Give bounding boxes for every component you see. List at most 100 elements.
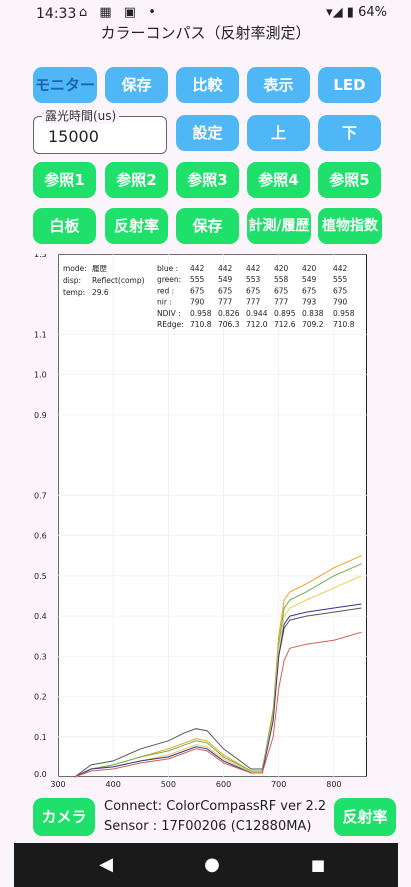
table-cell: 777 [274, 298, 289, 307]
x-tick-label: 300 [50, 780, 65, 789]
y-tick-label: 0.1 [34, 733, 47, 742]
y-tick-label: 1.0 [34, 371, 47, 380]
info-disp-value: Reflect(comp) [92, 276, 145, 285]
table-cell: 790 [333, 298, 348, 307]
monitor-button[interactable]: モニター [33, 67, 97, 103]
display-button[interactable]: 表示 [247, 67, 310, 103]
table-cell: 712.6 [274, 320, 296, 329]
table-cell: 777 [218, 298, 233, 307]
app-title: カラーコンパス（反射率測定） [100, 24, 311, 42]
status-time: 14:33 [36, 6, 77, 22]
vegetation-index-button[interactable]: 植物指数 [318, 208, 382, 244]
measure-history-button[interactable]: 計測/履歴 [247, 208, 311, 244]
table-cell: 420 [274, 264, 289, 273]
camera-button[interactable]: カメラ [33, 798, 95, 836]
reflectance-button[interactable]: 反射率 [105, 208, 168, 244]
notification-icons: ⌂ ▦ ▣ • [79, 5, 160, 20]
save-measure-button[interactable]: 保存 [176, 208, 239, 244]
table-cell: 0.838 [302, 309, 324, 318]
table-cell: 675 [302, 286, 317, 295]
spectrum-chart: 0.0 0.1 0.2 0.3 0.4 0.5 0.6 0.7 0.9 1.0 1.1 1.3 300… [30, 254, 375, 794]
table-cell: 555 [333, 275, 348, 284]
reference-4-button[interactable]: 参照4 [247, 162, 310, 198]
reference-5-button[interactable]: 参照5 [318, 162, 381, 198]
reference-3-button[interactable]: 参照3 [176, 162, 239, 198]
y-tick-label: 1.1 [34, 330, 47, 339]
connect-status: Connect: ColorCompassRF ver 2.2 [104, 799, 327, 814]
x-tick-label: 700 [271, 780, 286, 789]
table-cell: 675 [333, 286, 348, 295]
info-disp-label: disp: [63, 276, 81, 285]
table-cell: 710.8 [190, 320, 212, 329]
status-bar: 14:33 ⌂ ▦ ▣ • ▾◢ ▮ 64% [0, 0, 411, 26]
table-row-label: green: [157, 275, 181, 284]
sensor-info: Sensor : 17F00206 (C12880MA) [104, 819, 312, 834]
table-row-label: NDIV : [157, 309, 181, 318]
spectrum-series-line-2 [74, 555, 362, 778]
table-cell: 0.958 [333, 309, 355, 318]
info-mode-label: mode: [63, 264, 87, 273]
table-cell: 709.2 [302, 320, 324, 329]
home-icon[interactable]: ● [204, 854, 220, 875]
x-tick-label: 400 [106, 780, 121, 789]
settings-button[interactable]: 設定 [176, 115, 239, 151]
y-tick-label: 1.3 [34, 254, 47, 259]
y-tick-label: 0.9 [34, 411, 47, 420]
table-cell: 0.895 [274, 309, 296, 318]
up-button[interactable]: 上 [247, 115, 310, 151]
info-mode-value: 履歴 [92, 264, 107, 273]
table-row-label: nir : [157, 298, 172, 307]
table-cell: 442 [218, 264, 233, 273]
y-tick-label: 0.3 [34, 652, 47, 661]
table-cell: 442 [190, 264, 205, 273]
spectrum-series-line-4 [74, 575, 362, 778]
table-cell: 420 [302, 264, 317, 273]
reflectance-mode-button[interactable]: 反射率 [334, 798, 396, 836]
table-cell: 553 [246, 275, 261, 284]
y-tick-label: 0.5 [34, 572, 47, 581]
table-cell: 549 [218, 275, 233, 284]
table-cell: 675 [246, 286, 261, 295]
reference-1-button[interactable]: 参照1 [33, 162, 96, 198]
table-cell: 793 [302, 298, 317, 307]
back-icon[interactable]: ◀ [99, 854, 113, 875]
x-tick-label: 600 [216, 780, 231, 789]
exposure-field[interactable]: 露光時間(us) 15000 [33, 107, 167, 154]
status-right: ▾◢ ▮ 64% [326, 5, 387, 20]
table-cell: 0.944 [246, 309, 268, 318]
table-row-label: blue : [157, 264, 178, 273]
spectrum-series-line-5 [74, 603, 362, 778]
table-cell: 706.3 [218, 320, 240, 329]
exposure-value[interactable]: 15000 [48, 127, 99, 146]
save-button[interactable]: 保存 [105, 67, 168, 103]
table-cell: 555 [190, 275, 205, 284]
table-cell: 442 [246, 264, 261, 273]
down-button[interactable]: 下 [318, 115, 381, 151]
white-board-button[interactable]: 白板 [33, 208, 96, 244]
table-cell: 710.8 [333, 320, 355, 329]
spectrum-series-line-6 [74, 631, 362, 778]
table-cell: 558 [274, 275, 289, 284]
table-cell: 790 [190, 298, 205, 307]
table-cell: 777 [246, 298, 261, 307]
chart-plot-area [58, 254, 367, 777]
table-row-label: REdge: [157, 320, 184, 329]
exposure-label: 露光時間(us) [42, 107, 120, 124]
y-tick-label: 0.7 [34, 491, 47, 500]
spectrum-series-line-1 [74, 607, 362, 778]
table-row-label: red : [157, 286, 174, 295]
table-cell: 0.958 [190, 309, 212, 318]
chart-svg: 0.0 0.1 0.2 0.3 0.4 0.5 0.6 0.7 0.9 1.0 1.1 1.3 300… [34, 254, 367, 789]
compare-button[interactable]: 比較 [176, 67, 239, 103]
recents-icon[interactable]: ■ [310, 856, 326, 874]
info-temp-value: 29.6 [92, 288, 109, 297]
info-temp-label: temp: [63, 288, 85, 297]
led-button[interactable]: LED [318, 67, 381, 103]
x-tick-label: 800 [326, 780, 341, 789]
y-tick-label: 0.4 [34, 612, 47, 621]
reference-2-button[interactable]: 参照2 [105, 162, 168, 198]
table-cell: 675 [190, 286, 205, 295]
navigation-bar: ◀ ● ■ [14, 843, 398, 887]
table-cell: 675 [274, 286, 289, 295]
table-cell: 442 [333, 264, 348, 273]
